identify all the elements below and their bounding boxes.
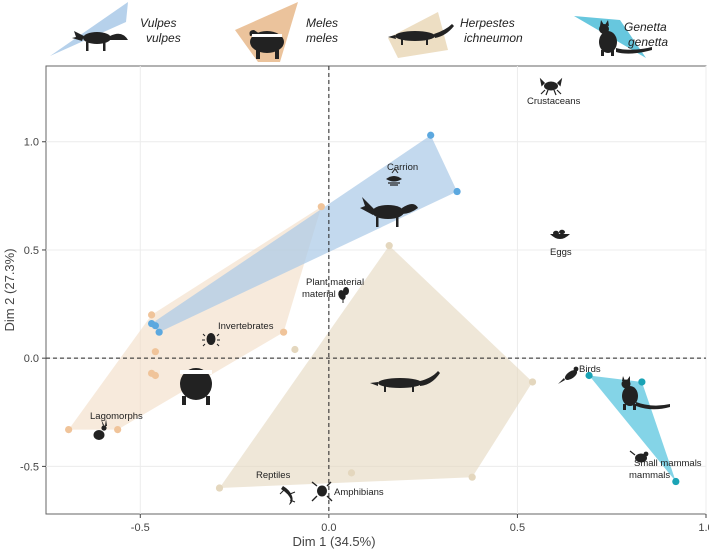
legend-meles-line1: Meles xyxy=(306,16,338,30)
point-3-0 xyxy=(585,371,593,380)
badger-icon xyxy=(249,30,284,59)
point-1-3 xyxy=(151,348,159,356)
y-tick-label-1: 0.0 xyxy=(24,353,39,365)
legend-genetta-line1: Genetta xyxy=(624,20,667,34)
point-0-2 xyxy=(468,473,476,481)
plant-icon xyxy=(338,287,349,303)
hull-0 xyxy=(219,245,533,488)
points xyxy=(65,131,680,492)
label-eggs: Eggs xyxy=(550,247,572,258)
label-birds: Birds xyxy=(579,364,601,375)
point-3-1 xyxy=(638,378,646,386)
genet-icon xyxy=(599,20,652,56)
point-3-2 xyxy=(672,477,680,486)
reference-lines xyxy=(46,66,706,514)
legend-herpestes-line2: ichneumon xyxy=(464,31,523,45)
point-1-5 xyxy=(151,371,159,380)
carrion-icon xyxy=(386,168,402,186)
label-plant-material-2: material xyxy=(302,289,336,300)
fox-icon xyxy=(72,31,128,51)
x-tick-label-2: 0.5 xyxy=(510,522,525,534)
legend-genetta: Genetta genetta xyxy=(574,16,668,58)
x-tick-label-3: 1.0 xyxy=(698,522,709,534)
legend-meles-line2: meles xyxy=(306,31,338,45)
x-axis-title: Dim 1 (34.5%) xyxy=(292,534,375,549)
point-2-4 xyxy=(155,328,163,336)
rodent-icon xyxy=(629,450,649,463)
point-1-0 xyxy=(317,203,325,211)
point-1-2 xyxy=(280,328,288,336)
food-categories: Crustaceans Carrion Eggs Plant material … xyxy=(90,77,702,505)
legend: Vulpes vulpes Meles meles xyxy=(50,2,668,62)
point-0-0 xyxy=(385,242,393,250)
label-amphibians: Amphibians xyxy=(334,487,384,498)
x-tick-label-0: -0.5 xyxy=(131,522,150,534)
y-tick-label-0: -0.5 xyxy=(20,461,39,473)
legend-genetta-line2: genetta xyxy=(628,35,668,49)
rabbit-icon xyxy=(93,419,107,440)
point-2-3 xyxy=(151,322,159,330)
mongoose-silhouette xyxy=(370,371,440,392)
beetle-icon xyxy=(202,333,220,347)
label-invertebrates: Invertebrates xyxy=(218,321,274,332)
point-0-3 xyxy=(347,469,356,477)
point-1-6 xyxy=(114,425,122,434)
mongoose-icon xyxy=(388,24,454,45)
point-0-4 xyxy=(215,484,224,492)
frog-icon xyxy=(311,481,333,502)
bird-icon xyxy=(558,366,579,384)
lizard-icon xyxy=(279,486,296,505)
x-tick-label-1: 0.0 xyxy=(321,522,336,534)
axis-ticks: -0.5 0.0 0.5 1.0 -0.5 0.0 0.5 1.0 xyxy=(20,137,709,534)
label-small-mammals-2: mammals xyxy=(629,470,670,481)
legend-meles: Meles meles xyxy=(235,2,338,62)
point-1-1 xyxy=(148,311,156,319)
legend-vulpes-line1: Vulpes xyxy=(140,16,176,30)
legend-vulpes: Vulpes vulpes xyxy=(50,2,181,56)
label-crustaceans: Crustaceans xyxy=(527,96,581,107)
point-2-0 xyxy=(427,131,435,139)
legend-herpestes: Herpestes ichneumon xyxy=(388,12,523,58)
hulls xyxy=(68,135,676,488)
label-lagomorphs: Lagomorphs xyxy=(90,411,143,422)
point-1-7 xyxy=(65,425,73,434)
nest-icon xyxy=(550,229,570,239)
hull-2 xyxy=(151,135,458,333)
y-axis-title: Dim 2 (27.3%) xyxy=(2,248,17,331)
y-tick-label-2: 0.5 xyxy=(24,245,39,257)
genet-silhouette xyxy=(621,376,670,410)
point-0-1 xyxy=(528,378,537,386)
label-reptiles: Reptiles xyxy=(256,470,291,481)
label-plant-material: Plant material xyxy=(306,277,364,288)
fox-silhouette xyxy=(360,197,418,227)
label-small-mammals: Small mammals xyxy=(634,458,702,469)
label-carrion: Carrion xyxy=(387,162,418,173)
y-tick-label-3: 1.0 xyxy=(24,137,39,149)
badger-silhouette xyxy=(180,368,212,405)
point-2-1 xyxy=(453,187,461,196)
point-0-5 xyxy=(291,345,299,354)
legend-vulpes-swatch xyxy=(50,2,128,56)
legend-herpestes-line1: Herpestes xyxy=(460,16,515,30)
hull-3 xyxy=(589,375,676,482)
crab-icon xyxy=(539,77,563,96)
legend-vulpes-line2: vulpes xyxy=(146,31,181,45)
